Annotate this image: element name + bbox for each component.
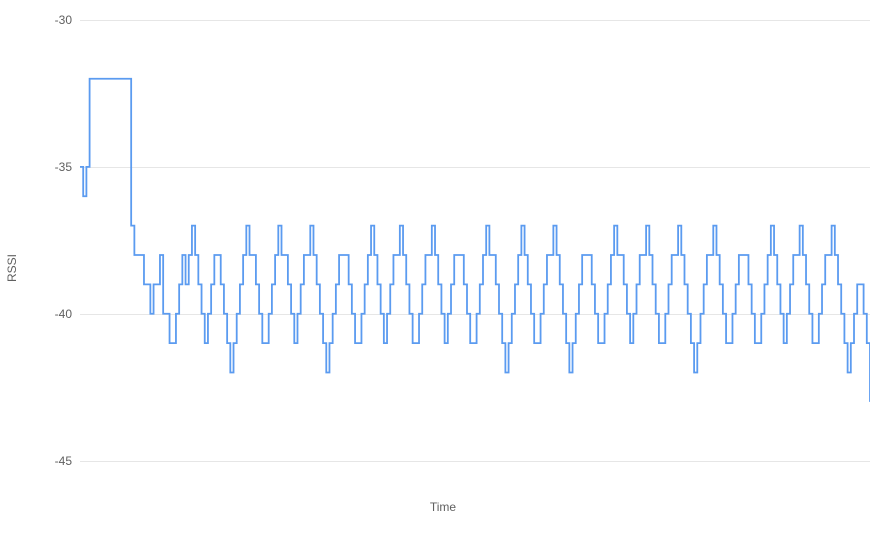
rssi-line: [80, 20, 870, 490]
y-tick-label: -45: [55, 454, 80, 468]
x-axis-label: Time: [430, 500, 456, 514]
rssi-chart: RSSI -30-35-40-45 Time: [0, 0, 886, 536]
y-tick-label: -40: [55, 307, 80, 321]
y-tick-label: -35: [55, 160, 80, 174]
y-axis-label: RSSI: [5, 254, 19, 282]
plot-area: -30-35-40-45: [80, 20, 870, 490]
y-tick-label: -30: [55, 13, 80, 27]
